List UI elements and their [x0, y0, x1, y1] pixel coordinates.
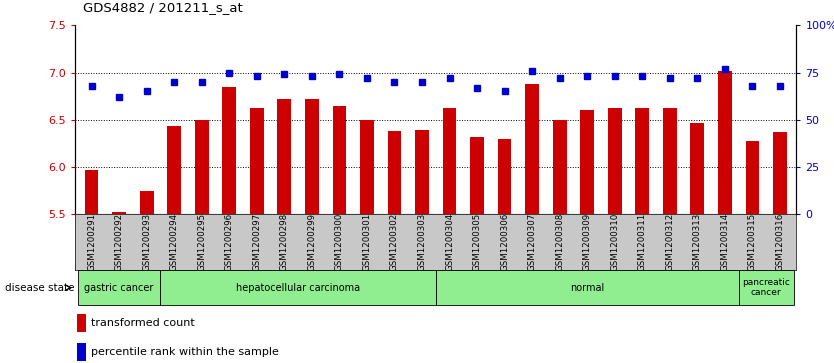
Bar [78, 270, 160, 305]
Bar [85, 170, 98, 214]
Bar [168, 126, 181, 214]
Bar [746, 140, 759, 214]
Bar [305, 99, 319, 214]
Bar [553, 120, 566, 214]
Bar [608, 109, 621, 214]
Bar [718, 71, 731, 214]
Bar [160, 270, 435, 305]
Bar [113, 212, 126, 214]
Text: disease state: disease state [5, 283, 74, 293]
Text: normal: normal [570, 283, 605, 293]
Bar [691, 123, 704, 214]
Bar [415, 130, 429, 214]
Bar [223, 87, 236, 214]
Bar [333, 106, 346, 214]
Bar [195, 120, 208, 214]
Text: hepatocellular carcinoma: hepatocellular carcinoma [236, 283, 360, 293]
Bar [250, 109, 264, 214]
Bar [435, 270, 739, 305]
Bar [498, 139, 511, 214]
Text: transformed count: transformed count [91, 318, 194, 328]
Bar [77, 314, 86, 333]
Text: pancreatic
cancer: pancreatic cancer [742, 278, 790, 297]
Bar [773, 132, 786, 214]
Text: GDS4882 / 201211_s_at: GDS4882 / 201211_s_at [83, 1, 244, 15]
Bar [140, 191, 153, 214]
Bar [77, 343, 86, 361]
Text: gastric cancer: gastric cancer [84, 283, 153, 293]
Bar [443, 107, 456, 214]
Bar [360, 120, 374, 214]
Bar [636, 109, 649, 214]
Bar [388, 131, 401, 214]
Bar [663, 109, 676, 214]
Bar [278, 99, 291, 214]
Text: percentile rank within the sample: percentile rank within the sample [91, 347, 279, 357]
Bar [470, 137, 484, 214]
Bar [525, 84, 539, 214]
Bar [739, 270, 794, 305]
Bar [580, 110, 594, 214]
